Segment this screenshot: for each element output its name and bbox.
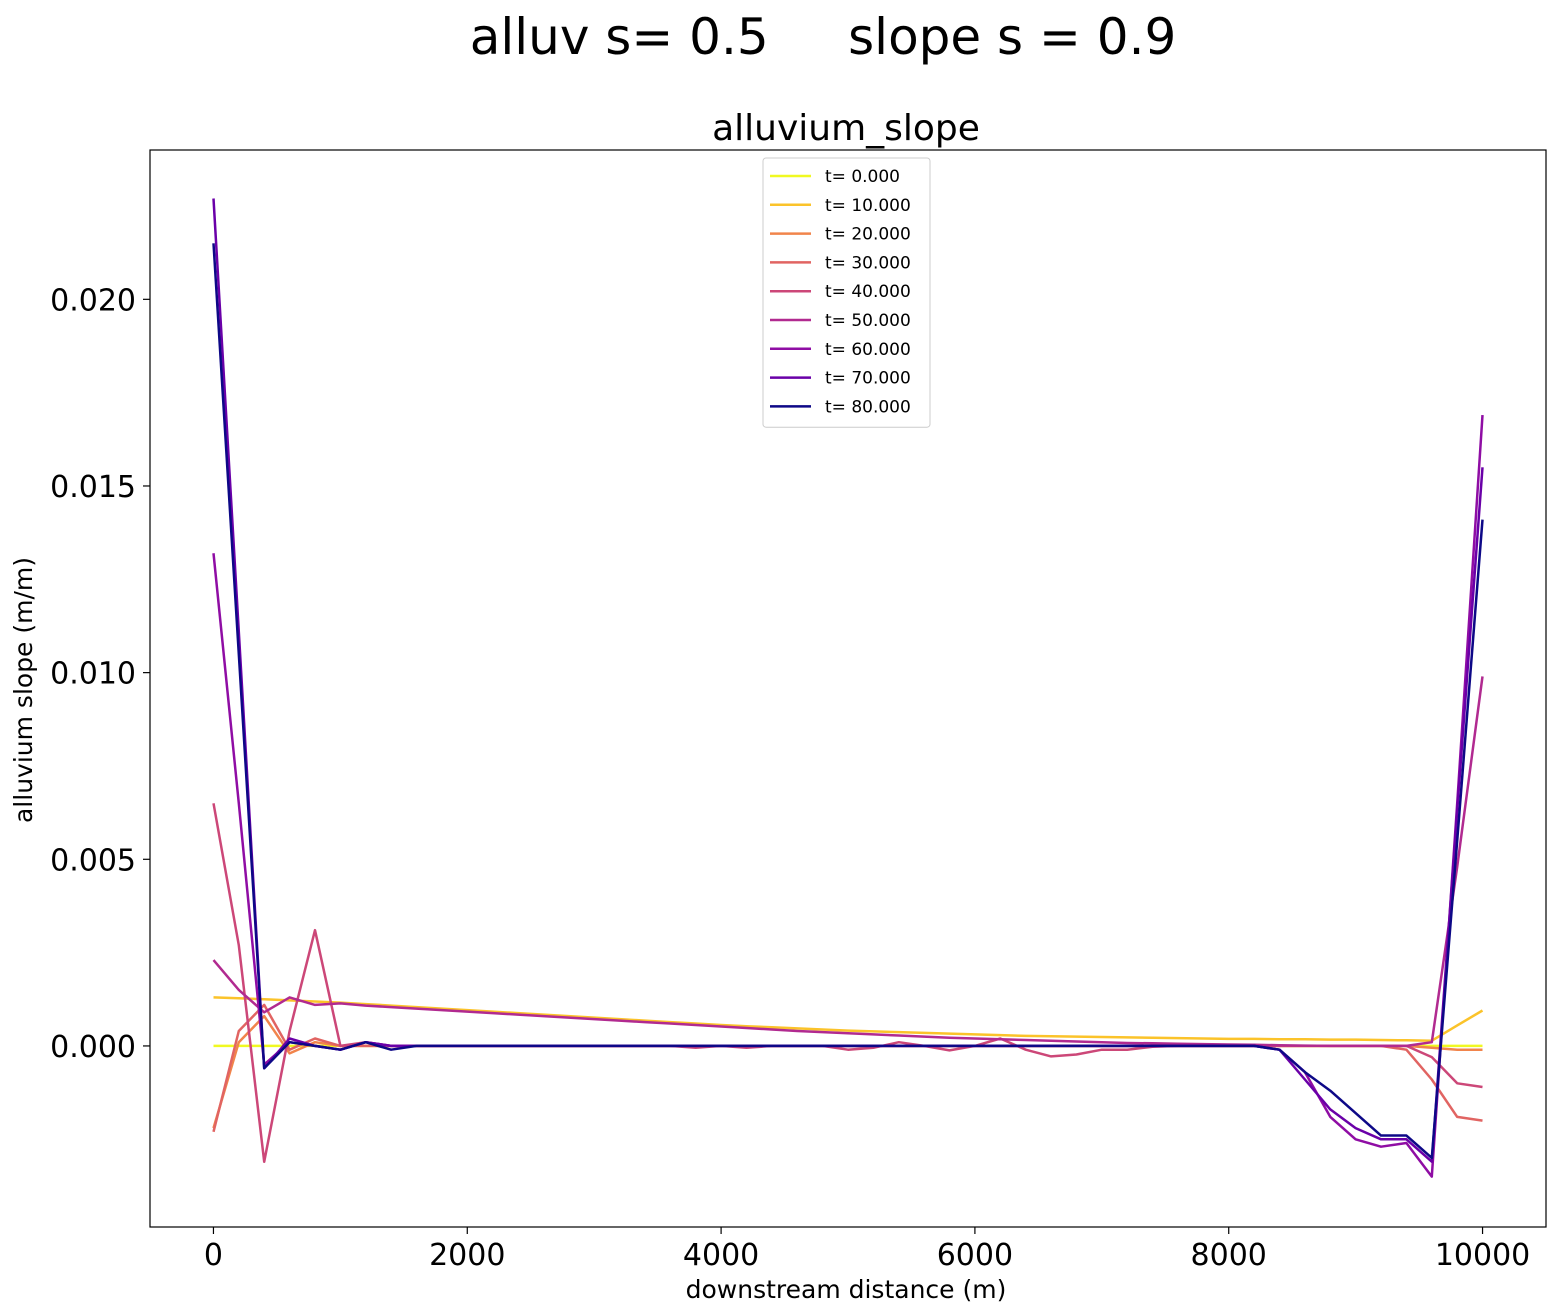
x-tick-label: 8000 <box>1191 1238 1267 1273</box>
series-line-1 <box>213 996 1484 1042</box>
plot-title: alluvium_slope <box>712 108 980 149</box>
legend-label: t= 60.000 <box>825 340 911 360</box>
x-tick-label: 10000 <box>1435 1238 1530 1273</box>
legend-label: t= 10.000 <box>825 196 911 216</box>
legend-label: t= 20.000 <box>825 225 911 245</box>
legend: t= 0.000 t= 10.000 t= 20.000 t= 30.000 t= 40… <box>762 157 931 428</box>
x-tick-label: 0 <box>204 1238 223 1273</box>
y-tick-label: 0.015 <box>50 470 136 505</box>
legend-label: t= 0.000 <box>825 167 900 187</box>
x-tick-label: 2000 <box>429 1238 505 1273</box>
y-tick-label: 0.020 <box>50 283 136 318</box>
x-tick-label: 6000 <box>937 1238 1013 1273</box>
y-tick-label: 0.010 <box>50 657 136 692</box>
y-tick-label: 0.005 <box>50 843 136 878</box>
series-line-8 <box>212 243 1484 1160</box>
y-axis-label: alluvium slope (m/m) <box>9 557 38 823</box>
figure-suptitle: alluv s= 0.5 slope s = 0.9 <box>470 8 1177 66</box>
plot-frame <box>149 149 1547 1228</box>
series-line-3 <box>212 1003 1483 1133</box>
series-layer <box>212 198 1484 1178</box>
series-line-5 <box>212 676 1484 1048</box>
legend-label: t= 30.000 <box>825 253 911 273</box>
y-axis-ticks: 0.000 0.005 0.010 0.015 0.020 <box>50 283 150 1065</box>
legend-label: t= 40.000 <box>825 282 911 302</box>
x-axis-label: downstream distance (m) <box>686 1275 1007 1304</box>
series-line-4 <box>212 803 1483 1163</box>
x-tick-label: 4000 <box>683 1238 759 1273</box>
legend-label: t= 50.000 <box>825 311 911 331</box>
legend-label: t= 80.000 <box>825 397 911 417</box>
x-axis-ticks: 0 2000 4000 6000 8000 10000 <box>204 1227 1530 1273</box>
legend-label: t= 70.000 <box>825 369 911 389</box>
y-tick-label: 0.000 <box>50 1030 136 1065</box>
legend-box <box>762 157 931 428</box>
